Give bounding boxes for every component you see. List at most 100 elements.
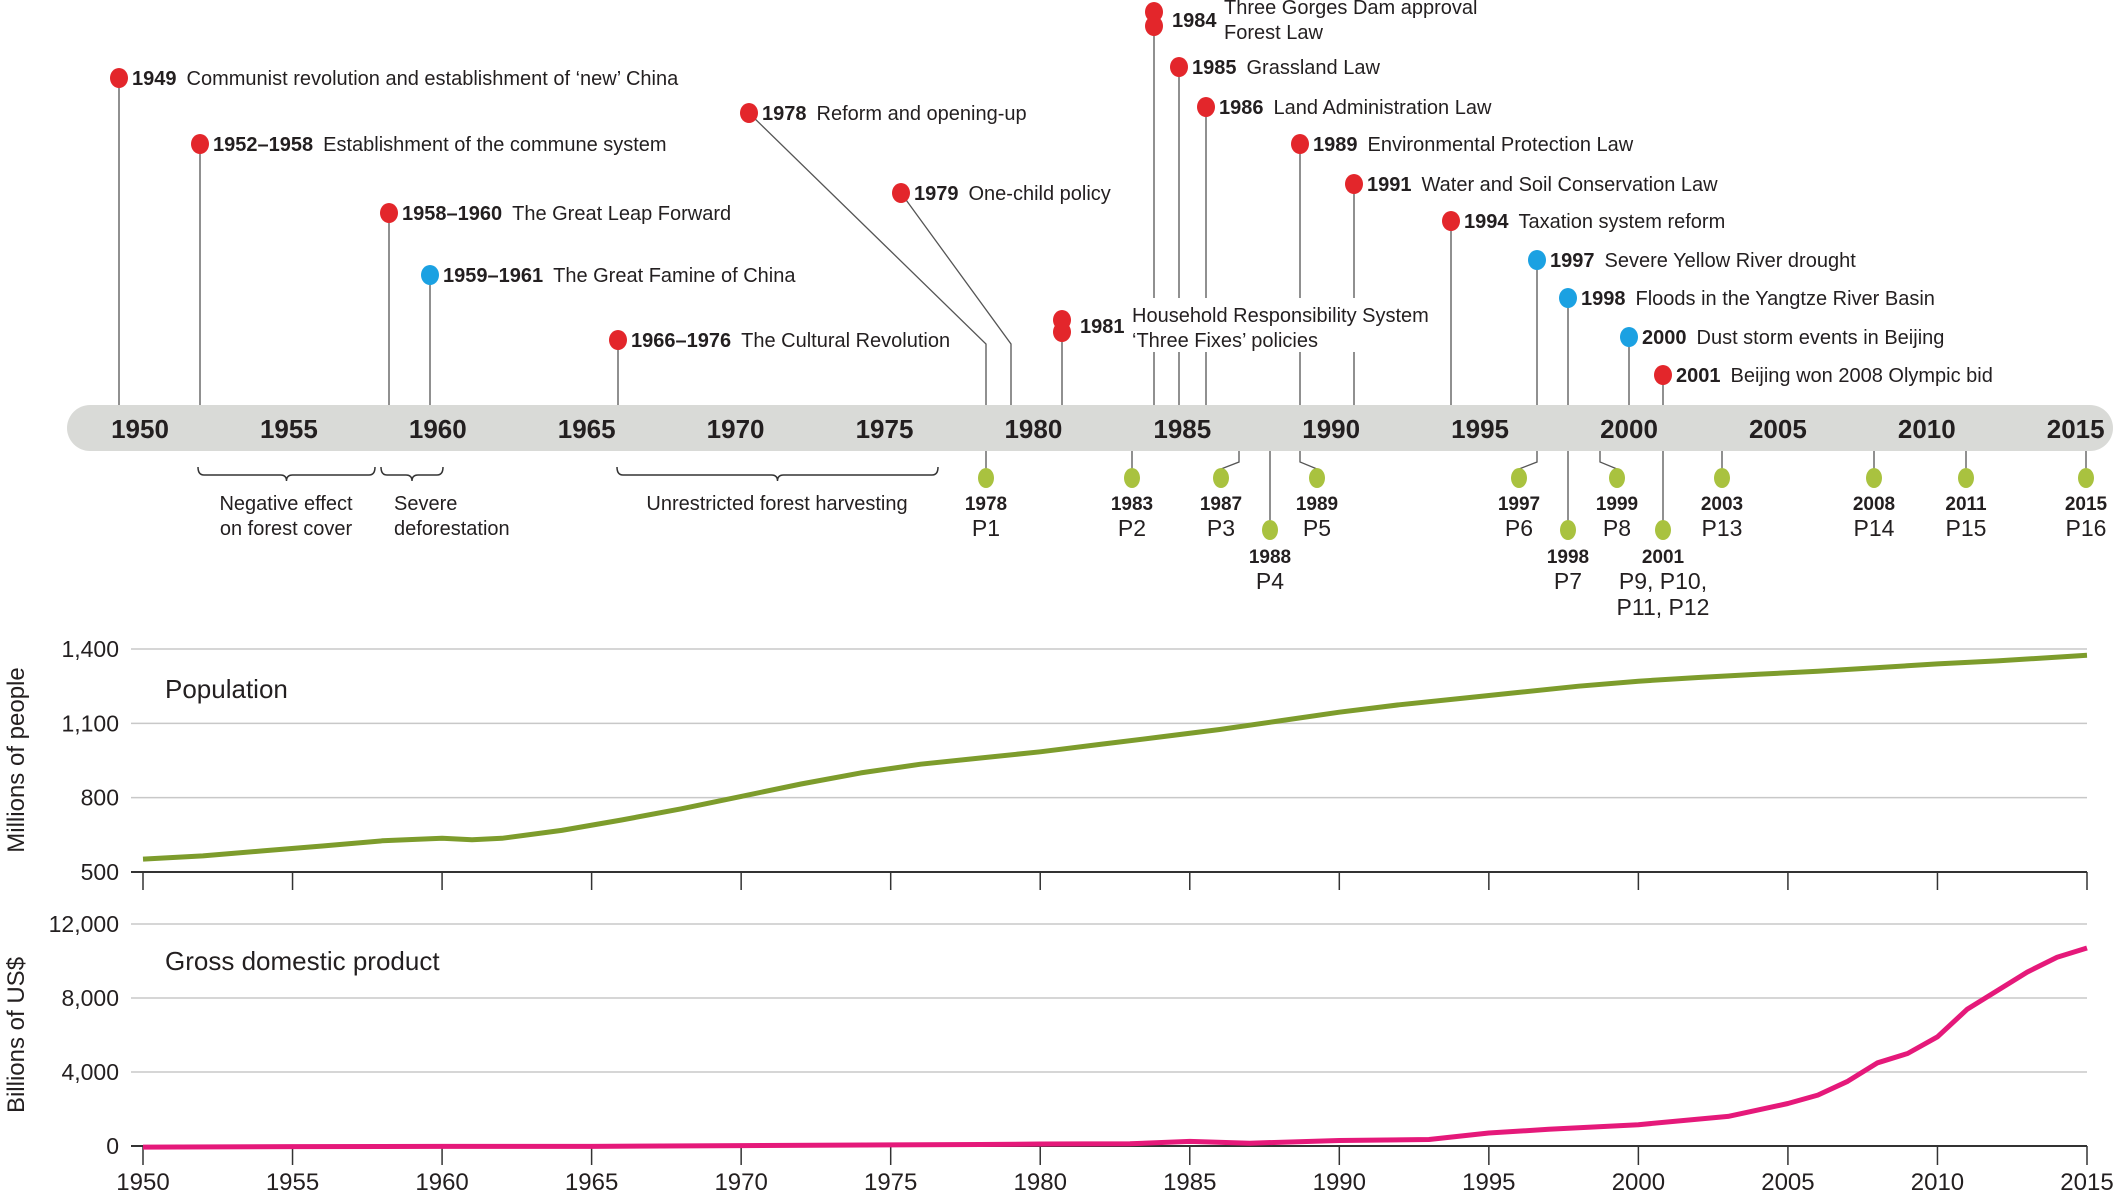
policy-label: P16 — [2066, 515, 2107, 541]
policy-year: 2001 — [1642, 547, 1685, 568]
event-year: 1978 — [762, 103, 807, 125]
event-label: 1958–1960 The Great Leap Forward — [402, 203, 731, 225]
event-label: 1985 Grassland Law — [1192, 57, 1380, 79]
event-label: 1986 Land Administration Law — [1219, 97, 1492, 119]
event-year: 1985 — [1192, 57, 1237, 79]
policy-year: 1997 — [1498, 494, 1540, 515]
policy-label: P7 — [1554, 568, 1582, 594]
timeline-event: 1984 Three Gorges Dam approval Forest Law — [1145, 0, 1477, 405]
period-label: Unrestricted forest harvesting — [646, 493, 907, 515]
policy-marker — [1511, 468, 1527, 488]
y-tick-label: 0 — [106, 1133, 119, 1159]
event-year: 2001 — [1676, 365, 1721, 387]
event-stem — [748, 112, 987, 405]
event-year: 1981 — [1080, 316, 1125, 338]
event-year: 1997 — [1550, 250, 1595, 272]
timeline-year-label: 2000 — [1600, 414, 1658, 444]
policy-year: 1999 — [1596, 494, 1638, 515]
event-description: The Great Leap Forward — [502, 203, 731, 225]
policy-label: P13 — [1702, 515, 1743, 541]
timeline-event: 1997 Severe Yellow River drought — [1528, 250, 1856, 405]
timeline-event: 1998 Floods in the Yangtze River Basin — [1559, 288, 1935, 405]
policy-label: P9, P10, — [1619, 568, 1707, 594]
event-year: 1989 — [1313, 134, 1358, 156]
y-tick-label: 1,400 — [61, 636, 119, 662]
y-tick-label: 12,000 — [49, 911, 119, 937]
y-tick-label: 500 — [81, 859, 119, 885]
x-tick-label: 2015 — [2060, 1169, 2113, 1196]
policy-stem — [1518, 451, 1538, 470]
event-marker — [1654, 365, 1672, 385]
event-marker — [1170, 57, 1188, 77]
event-label: 1966–1976 The Cultural Revolution — [631, 330, 950, 352]
policy-label: P14 — [1854, 515, 1895, 541]
timeline-event: 1966–1976 The Cultural Revolution — [609, 330, 950, 405]
policy-marker — [1655, 520, 1671, 540]
event-stem — [900, 192, 1012, 405]
event-year: 1986 — [1219, 97, 1264, 119]
y-axis-title: Millions of people — [3, 667, 30, 852]
timeline-event: 1952–1958 Establishment of the commune s… — [191, 134, 667, 405]
event-description: Floods in the Yangtze River Basin — [1626, 288, 1935, 310]
timeline-year-label: 1970 — [707, 414, 765, 444]
policy-year: 1989 — [1296, 494, 1338, 515]
policy-label: P15 — [1946, 515, 1987, 541]
timeline-event: 1991 Water and Soil Conservation Law — [1345, 174, 1718, 405]
event-label: Forest Law — [1224, 22, 1323, 44]
brace-icon — [380, 466, 444, 482]
policy-label: P1 — [972, 515, 1000, 541]
event-year: 1984 — [1172, 10, 1217, 32]
event-marker — [380, 203, 398, 223]
y-tick-label: 1,100 — [61, 710, 119, 736]
x-tick-label: 1960 — [415, 1169, 468, 1196]
event-label: 1994 Taxation system reform — [1464, 211, 1725, 233]
event-year: 1998 — [1581, 288, 1626, 310]
event-label: 1949 Communist revolution and establishm… — [132, 68, 679, 90]
x-tick-label: 2000 — [1612, 1169, 1665, 1196]
event-description: Beijing won 2008 Olympic bid — [1721, 365, 1993, 387]
period-label: deforestation — [394, 518, 510, 540]
policy-marker — [978, 468, 994, 488]
population-chart: 500 800 1,100 1,400 Population Millions of pe… — [3, 636, 2088, 890]
event-marker — [1291, 134, 1309, 154]
event-description: Establishment of the commune system — [313, 134, 666, 156]
timeline-event: 1985 Grassland Law — [1170, 57, 1380, 405]
event-label: 1959–1961 The Great Famine of China — [443, 265, 796, 287]
policy-marker — [1124, 468, 1140, 488]
timeline-year-label: 1955 — [260, 414, 318, 444]
event-label: ‘Three Fixes’ policies — [1132, 330, 1318, 352]
x-tick-label: 1990 — [1313, 1169, 1366, 1196]
policy-year: 1978 — [965, 494, 1007, 515]
event-label: 1997 Severe Yellow River drought — [1550, 250, 1856, 272]
event-label: Three Gorges Dam approval — [1224, 0, 1477, 19]
policy-label: P2 — [1118, 515, 1146, 541]
x-tick-label: 1985 — [1163, 1169, 1216, 1196]
event-description: The Cultural Revolution — [731, 330, 950, 352]
event-year: 1966–1976 — [631, 330, 731, 352]
event-year: 1952–1958 — [213, 134, 313, 156]
x-tick-label: 1965 — [565, 1169, 618, 1196]
timeline-event: 2001 Beijing won 2008 Olympic bid — [1654, 365, 1993, 405]
event-label: Household Responsibility System — [1132, 305, 1429, 327]
x-tick-label: 1955 — [266, 1169, 319, 1196]
policy-year: 1983 — [1111, 494, 1153, 515]
event-label: 1998 Floods in the Yangtze River Basin — [1581, 288, 1935, 310]
timeline-event: 1958–1960 The Great Leap Forward — [380, 203, 731, 405]
policy-label: P8 — [1603, 515, 1631, 541]
policy-marker — [1714, 468, 1730, 488]
series-line — [142, 652, 2088, 862]
x-tick-label: 2005 — [1761, 1169, 1814, 1196]
policy-year: 2003 — [1701, 494, 1743, 515]
x-tick-label: 1950 — [116, 1169, 169, 1196]
brace-icon — [616, 466, 939, 482]
event-description: The Great Famine of China — [543, 265, 796, 287]
